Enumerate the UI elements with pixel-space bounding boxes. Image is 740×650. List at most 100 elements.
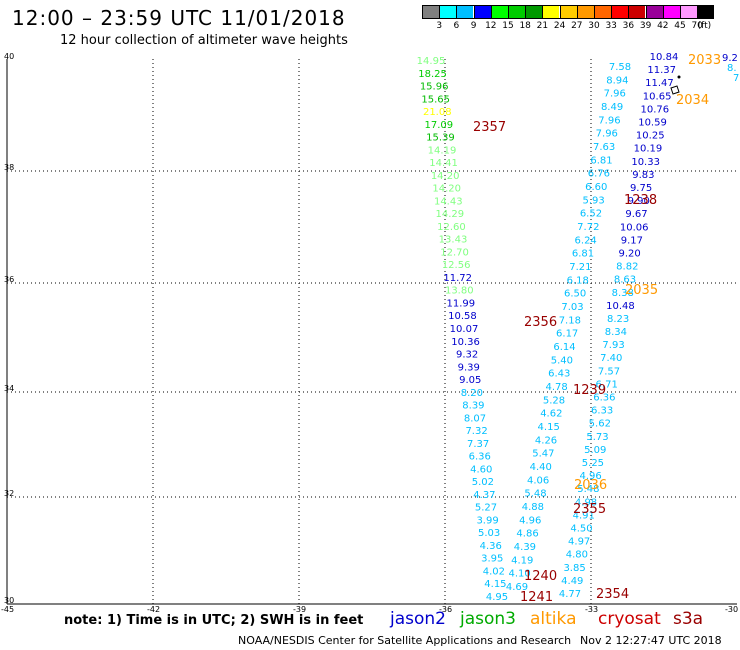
pass-time-label: 2356	[524, 315, 557, 330]
scale-swatch	[611, 5, 629, 19]
swh-value: 6.52	[580, 209, 602, 220]
swh-value: 7.93	[602, 340, 624, 351]
scale-label: 42	[657, 21, 669, 31]
swh-value: 6.14	[553, 342, 575, 353]
swh-value: 4.78	[545, 382, 567, 393]
swh-value: 5.09	[584, 445, 606, 456]
swh-value: 5.48	[577, 484, 599, 495]
note-text: note: 1) Time is in UTC; 2) SWH is in fe…	[64, 613, 364, 628]
swh-value: 12.60	[437, 222, 466, 233]
swh-value: 11.37	[647, 65, 676, 76]
swh-value: 17.09	[425, 120, 454, 131]
scale-swatch	[490, 5, 508, 19]
swh-value: 6.36	[469, 452, 491, 463]
scale-swatch	[662, 5, 680, 19]
swh-value: 5.03	[478, 528, 500, 539]
sat-s3a-label: s3a	[673, 609, 704, 629]
scale-label: 9	[470, 21, 477, 31]
swh-value: 7.40	[600, 353, 622, 364]
swh-value: 4.88	[522, 502, 544, 513]
swh-value: 9.32	[456, 350, 478, 361]
swh-value: 8.94	[606, 75, 628, 86]
swh-value: 10.07	[450, 324, 479, 335]
footer-timestamp: Nov 2 12:27:47 UTC 2018	[580, 634, 722, 647]
swh-value: 8.20	[461, 388, 483, 399]
scale-label: 24	[553, 21, 566, 31]
swh-value: 6.60	[585, 182, 607, 193]
scale-frame	[422, 5, 715, 19]
swh-value: 4.96	[580, 471, 602, 482]
swh-value: 8.23	[607, 314, 629, 325]
swh-value: 7.58	[609, 62, 631, 73]
pass-time-label: 2034	[676, 93, 709, 108]
footer-credit: NOAA/NESDIS Center for Satellite Applica…	[238, 634, 572, 647]
swh-value: 4.60	[470, 464, 492, 475]
swh-value: 7.03	[561, 302, 583, 313]
swh-value: 5.28	[543, 395, 565, 406]
swh-value: 8.39	[462, 401, 484, 412]
swh-value: 15.96	[420, 82, 449, 93]
swh-value: 12.70	[440, 247, 469, 258]
swh-value: 3.95	[481, 554, 503, 565]
lon-tick-label: -39	[293, 605, 306, 614]
map-title: 12:00 – 23:59 UTC 11/01/2018	[12, 6, 346, 30]
scale-label: 21	[536, 21, 549, 31]
swh-value: 9.83	[632, 170, 654, 181]
swh-value: 8.63	[614, 275, 636, 286]
swh-value: 6.71	[596, 379, 618, 390]
pass-time-label: 1238	[624, 193, 657, 208]
lat-tick-label: 34	[4, 384, 14, 393]
marker-shape	[670, 85, 680, 95]
swh-value: 6.81	[572, 249, 594, 260]
lon-tick-label: -42	[147, 605, 160, 614]
swh-value: 10.84	[650, 52, 679, 63]
swh-value: 13.80	[445, 286, 474, 297]
map-subtitle: 12 hour collection of altimeter wave hei…	[60, 33, 348, 48]
scale-swatch	[594, 5, 611, 19]
scale-swatch	[525, 5, 543, 19]
scale-label: 27	[571, 21, 583, 31]
swh-value: 6.18	[567, 275, 589, 286]
swh-value: 7.37	[467, 439, 489, 450]
swh-value: 4.91	[573, 510, 595, 521]
scale-label: 18	[519, 21, 531, 31]
scale-label: 6	[453, 21, 460, 31]
sat-jason3-label: jason3	[460, 609, 516, 629]
lon-tick-label: -30	[725, 605, 738, 614]
swh-value: 4.96	[519, 515, 541, 526]
swh-value: 8.49	[601, 102, 623, 113]
swh-value: 6.76	[588, 169, 610, 180]
swh-value: 4.02	[483, 566, 505, 577]
swh-value: 4.06	[527, 475, 549, 486]
scale-label: 39	[639, 21, 652, 31]
swh-value: 4.86	[516, 529, 538, 540]
lon-tick-label: -45	[1, 605, 14, 614]
pass-time-label: 1240	[524, 569, 557, 584]
swh-value: 14.95	[417, 56, 446, 67]
swh-value: 11.72	[443, 273, 472, 284]
swh-value: 9.17	[621, 235, 643, 246]
pass-time-label: 2355	[573, 502, 606, 517]
swh-value: 5.47	[532, 449, 554, 460]
pass-time-label: 2357	[473, 120, 506, 135]
scale-label: 70	[691, 21, 703, 31]
swh-value: 7.32	[465, 426, 487, 437]
swh-value: 4.95	[486, 592, 508, 603]
swh-value: 7.57	[598, 366, 620, 377]
lat-tick-label: 30	[4, 596, 14, 605]
swh-value: 4.15	[538, 422, 560, 433]
scale-unit: (ft)	[697, 21, 712, 31]
pass-time-label: 2033	[688, 53, 721, 68]
scale-label: 36	[622, 21, 635, 31]
swh-value: 6.81	[590, 155, 612, 166]
swh-value: 4.62	[540, 409, 562, 420]
swh-value: 4.77	[559, 589, 581, 600]
swh-value: 10.06	[620, 222, 649, 233]
scale-swatch	[542, 5, 560, 19]
swh-value: 9.39	[458, 362, 480, 373]
swh-value: 9.75	[630, 183, 652, 194]
swh-value: 7.72	[577, 222, 599, 233]
swh-value: 6.36	[593, 393, 615, 404]
swh-value: 21.08	[423, 107, 452, 118]
